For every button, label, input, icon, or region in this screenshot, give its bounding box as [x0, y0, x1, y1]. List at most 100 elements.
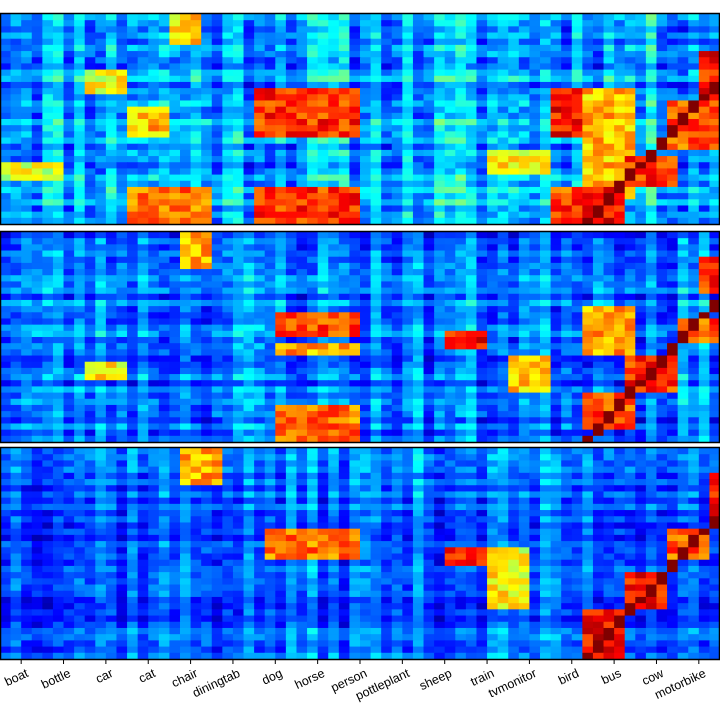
heatmap-cell	[370, 262, 382, 270]
heatmap-cell	[42, 423, 54, 431]
heatmap-cell	[592, 112, 605, 120]
heatmap-cell	[360, 26, 372, 34]
heatmap-cell	[180, 312, 192, 320]
heatmap-cell	[52, 186, 65, 194]
heatmap-cell	[158, 398, 171, 406]
heatmap-cell	[434, 435, 446, 443]
heatmap-cell	[550, 299, 562, 307]
heatmap-cell	[169, 355, 181, 363]
heatmap-cell	[222, 299, 234, 307]
heatmap-cell	[381, 250, 393, 258]
heatmap-cell	[370, 312, 382, 320]
heatmap-cell	[635, 131, 647, 139]
heatmap-cell	[137, 361, 149, 369]
heatmap-cell	[444, 44, 456, 52]
heatmap-cell	[465, 330, 478, 338]
heatmap-cell	[360, 275, 372, 283]
heatmap-cell	[169, 293, 181, 301]
heatmap-cell	[434, 217, 446, 225]
heatmap-cell	[561, 205, 573, 213]
heatmap-cell	[550, 149, 562, 157]
heatmap-cell	[476, 143, 488, 151]
heatmap-cell	[370, 448, 382, 455]
heatmap-cell	[275, 205, 287, 213]
heatmap-cell	[540, 119, 552, 126]
heatmap-cell	[645, 186, 658, 194]
heatmap-cell	[21, 454, 33, 462]
heatmap-cell	[148, 125, 160, 132]
heatmap-cell	[285, 417, 298, 425]
heatmap-cell	[317, 318, 329, 326]
heatmap-cell	[667, 26, 679, 34]
heatmap-cell	[222, 100, 234, 108]
heatmap-cell	[423, 411, 435, 418]
heatmap-cell	[285, 374, 298, 381]
heatmap-cell	[211, 131, 223, 139]
heatmap-cell	[487, 137, 499, 145]
heatmap-cell	[158, 423, 171, 431]
heatmap-cell	[243, 100, 255, 108]
heatmap-cell	[21, 287, 33, 295]
heatmap-cell	[677, 106, 689, 114]
heatmap-cell	[328, 69, 340, 77]
heatmap-cell	[444, 125, 456, 132]
heatmap-cell	[201, 75, 213, 83]
heatmap-cell	[360, 232, 372, 239]
heatmap-cell	[338, 392, 351, 400]
heatmap-cell	[518, 69, 531, 77]
heatmap-cell	[434, 238, 446, 245]
heatmap-cell	[677, 186, 689, 194]
heatmap-cell	[709, 20, 720, 27]
heatmap-cell	[116, 293, 128, 301]
heatmap-cell	[190, 149, 202, 157]
heatmap-cell	[254, 149, 266, 157]
heatmap-cell	[42, 125, 54, 132]
heatmap-cell	[52, 423, 65, 431]
heatmap-cell	[201, 343, 213, 350]
heatmap-cell	[180, 199, 192, 207]
heatmap-cell	[243, 125, 255, 132]
heatmap-cell	[116, 14, 128, 21]
heatmap-cell	[677, 69, 689, 77]
heatmap-cell	[402, 324, 414, 332]
heatmap-cell	[116, 275, 128, 283]
heatmap-cell	[561, 106, 573, 114]
heatmap-cell	[328, 423, 340, 431]
heatmap-cell	[148, 211, 160, 219]
heatmap-cell	[624, 32, 636, 40]
heatmap-cell	[105, 293, 118, 301]
heatmap-cell	[105, 94, 118, 102]
heatmap-cell	[148, 156, 160, 163]
heatmap-cell	[243, 63, 255, 71]
heatmap-cell	[518, 330, 531, 338]
heatmap-cell	[285, 435, 298, 443]
heatmap-cell	[603, 392, 615, 400]
heatmap-cell	[84, 349, 96, 357]
heatmap-cell	[709, 256, 720, 264]
heatmap-cell	[360, 324, 372, 332]
heatmap-cell	[317, 186, 329, 194]
heatmap-cell	[444, 162, 456, 170]
heatmap-cell	[582, 106, 594, 114]
heatmap-cell	[95, 256, 107, 264]
heatmap-cell	[444, 75, 456, 83]
heatmap-cell	[158, 262, 171, 270]
heatmap-cell	[370, 330, 382, 338]
heatmap-cell	[84, 180, 96, 188]
heatmap-cell	[31, 454, 43, 462]
heatmap-cell	[275, 75, 287, 83]
heatmap-cell	[381, 100, 393, 108]
heatmap-cell	[497, 88, 509, 95]
heatmap-cell	[476, 20, 488, 27]
heatmap-cell	[232, 26, 245, 34]
heatmap-cell	[148, 205, 160, 213]
heatmap-cell	[243, 299, 255, 307]
heatmap-cell	[635, 156, 647, 163]
heatmap-cell	[434, 205, 446, 213]
heatmap-cell	[31, 186, 43, 194]
heatmap-cell	[317, 269, 329, 276]
heatmap-cell	[328, 411, 340, 418]
heatmap-cell	[476, 125, 488, 132]
heatmap-cell	[180, 14, 192, 21]
heatmap-cell	[296, 44, 308, 52]
